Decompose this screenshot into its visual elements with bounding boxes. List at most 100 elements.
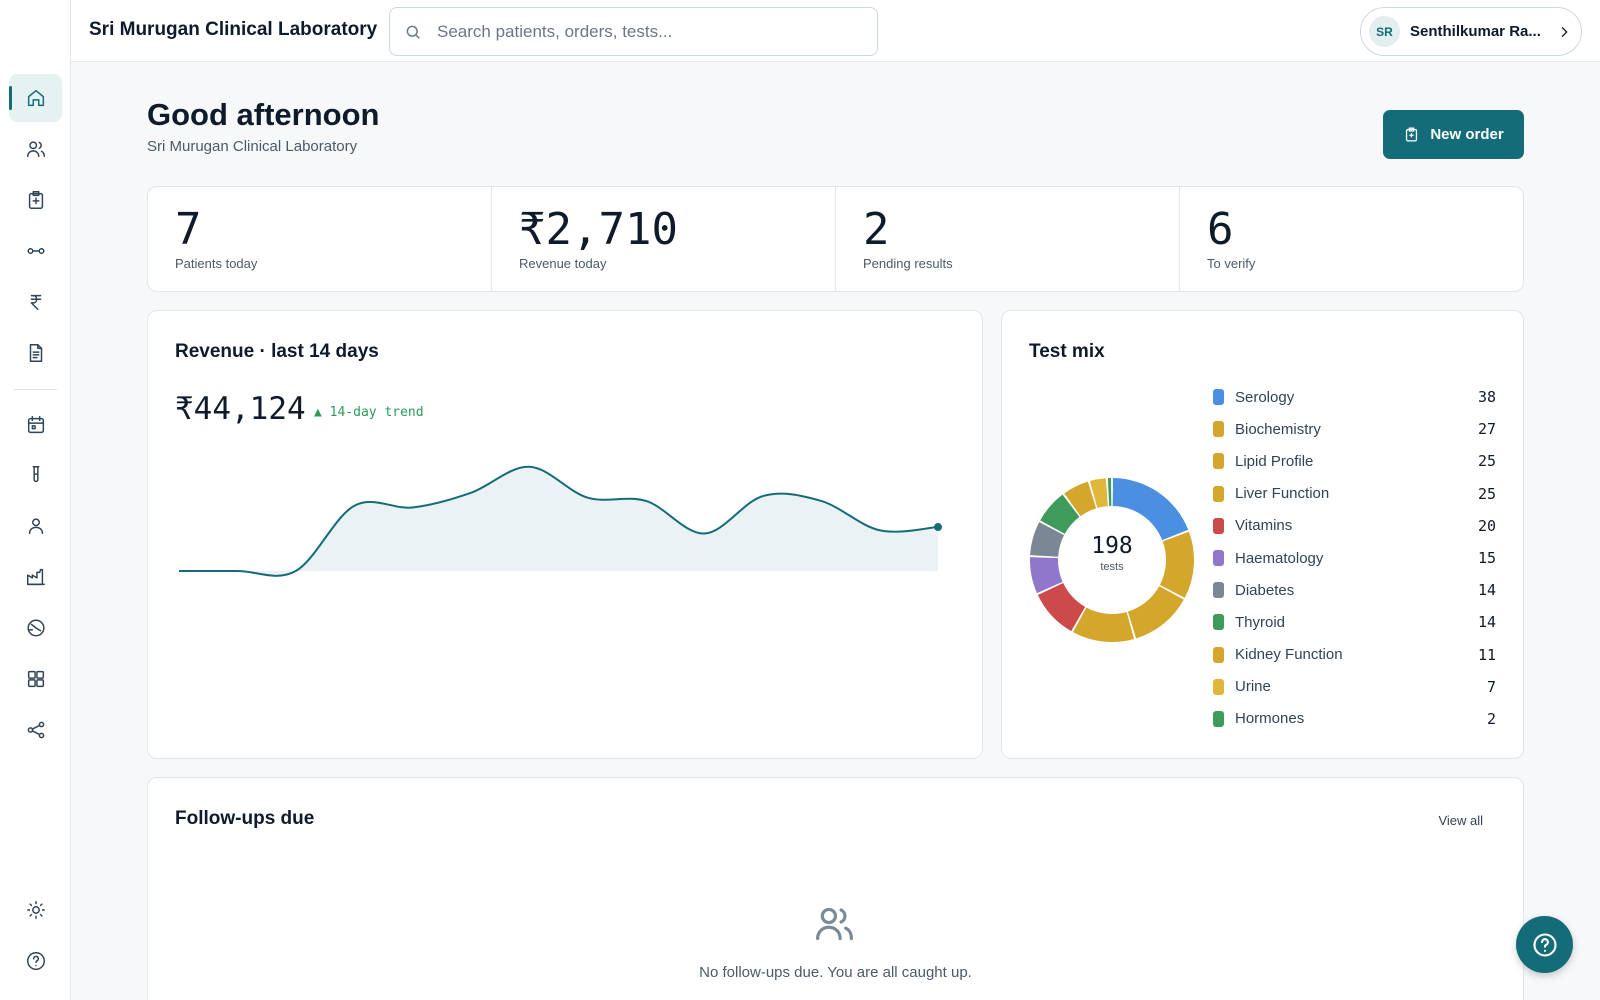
clipboard-plus-icon (1406, 127, 1418, 142)
donut-total: 198 (1091, 533, 1133, 559)
revenue-last-point (934, 523, 942, 532)
test-mix-card: Test mix 198 tests Serology 38 Biochemistr… (1001, 310, 1524, 759)
donut-slice-biochemistry (1159, 531, 1194, 598)
donut-slice-kidney-function (1064, 481, 1097, 517)
search-icon (406, 25, 420, 39)
stat-to-verify: 6 To verify (1180, 187, 1523, 291)
stat-value: 2 (863, 204, 890, 255)
patients-icon (26, 141, 45, 158)
calendar-icon (27, 416, 44, 434)
stat-patients-today: 7 Patients today (148, 187, 492, 291)
sidebar-item-share[interactable] (9, 706, 62, 754)
stat-label: Patients today (175, 256, 258, 271)
legend-value: 20 (1477, 516, 1496, 535)
legend-item: Thyroid 14 (1213, 606, 1496, 638)
legend-value: 14 (1477, 581, 1496, 600)
search-box[interactable] (389, 7, 878, 56)
sidebar-item-home[interactable] (9, 74, 62, 122)
legend-swatch (1213, 614, 1224, 631)
legend-label: Vitamins (1235, 517, 1293, 535)
sidebar-item-samples[interactable] (9, 227, 62, 275)
sidebar-item-lab[interactable] (9, 451, 62, 499)
sidebar-item-orders[interactable] (9, 176, 62, 224)
legend-value: 11 (1477, 645, 1496, 664)
avatar: SR (1369, 16, 1400, 47)
sidebar-item-reports[interactable] (9, 329, 62, 377)
stat-label: To verify (1207, 256, 1256, 271)
user-icon (28, 518, 43, 535)
legend-value: 7 (1486, 677, 1496, 696)
legend-item: Vitamins 20 (1213, 510, 1496, 542)
sidebar-item-billing[interactable] (9, 278, 62, 326)
legend-swatch (1213, 710, 1224, 727)
donut-slice-lipid-profile (1127, 586, 1184, 639)
legend-label: Lipid Profile (1235, 452, 1314, 470)
revenue-total: ₹44,124 (175, 391, 306, 427)
legend-swatch (1213, 678, 1224, 695)
sidebar (0, 0, 71, 1000)
top-header: Sri Murugan Clinical Laboratory SR Senth… (71, 0, 1600, 62)
legend-value: 25 (1477, 452, 1496, 471)
user-menu[interactable]: SR Senthilkumar Ra... (1360, 7, 1582, 56)
legend-swatch (1213, 582, 1224, 599)
donut-slice-liver-function (1073, 607, 1135, 642)
sidebar-item-patients[interactable] (9, 125, 62, 173)
legend-swatch (1213, 389, 1224, 406)
legend-label: Serology (1235, 388, 1295, 406)
test-mix-legend: Serology 38 Biochemistry 27 Lipid Profile 25 L… (1213, 381, 1496, 735)
help-circle-icon (26, 952, 45, 970)
legend-item: Liver Function 25 (1213, 478, 1496, 510)
page-subtitle: Sri Murugan Clinical Laboratory (147, 138, 358, 155)
home-icon (27, 89, 44, 107)
legend-swatch (1213, 646, 1224, 663)
sidebar-divider (14, 389, 57, 390)
sidebar-item-help[interactable] (9, 937, 62, 985)
legend-value: 14 (1477, 613, 1496, 632)
sidebar-item-apps[interactable] (9, 655, 62, 703)
share-icon (27, 721, 44, 739)
orders-clipboard-icon (28, 191, 43, 209)
user-name: Senthilkumar Ra... (1410, 23, 1541, 40)
stat-label: Pending results (863, 256, 953, 271)
app-title: Sri Murugan Clinical Laboratory (89, 19, 378, 40)
theme-sun-icon (26, 901, 45, 919)
legend-swatch (1213, 550, 1224, 567)
legend-swatch (1213, 453, 1224, 470)
stats-row: 7 Patients today ₹2,710 Revenue today 2 … (147, 186, 1524, 292)
legend-label: Liver Function (1235, 485, 1330, 503)
legend-swatch (1213, 485, 1224, 502)
sidebar-item-theme[interactable] (9, 886, 62, 934)
legend-value: 25 (1477, 484, 1496, 503)
sidebar-item-branches[interactable] (9, 553, 62, 601)
legend-item: Hormones 2 (1213, 703, 1496, 735)
apps-grid-icon (27, 670, 44, 688)
donut-slice-thyroid (1040, 494, 1080, 534)
legend-value: 2 (1486, 709, 1496, 728)
factory-icon (26, 568, 45, 586)
search-input[interactable] (437, 21, 857, 42)
revenue-card: Revenue · last 14 days ₹44,124 ▲ 14-day … (147, 310, 983, 759)
new-order-button[interactable]: New order (1383, 110, 1524, 159)
donut-total-label: tests (1100, 561, 1124, 573)
legend-item: Urine 7 (1213, 671, 1496, 703)
new-order-label: New order (1430, 126, 1504, 143)
help-button[interactable] (1516, 916, 1573, 973)
legend-label: Thyroid (1235, 613, 1286, 631)
revenue-line (179, 465, 939, 577)
test-mix-donut (1030, 478, 1194, 642)
legend-item: Kidney Function 11 (1213, 639, 1496, 671)
followups-empty-text: No follow-ups due. You are all caught up… (699, 964, 972, 981)
revenue-area (179, 466, 938, 576)
view-all-link[interactable]: View all (1438, 813, 1483, 828)
sidebar-item-analytics[interactable] (9, 604, 62, 652)
sidebar-item-calendar[interactable] (9, 401, 62, 449)
legend-item: Lipid Profile 25 (1213, 445, 1496, 477)
legend-value: 15 (1477, 549, 1496, 568)
followups-title: Follow-ups due (175, 808, 315, 829)
followups-card: Follow-ups due View all No follow-ups du… (147, 777, 1524, 1000)
legend-label: Urine (1235, 678, 1271, 696)
stat-value: 6 (1207, 204, 1234, 255)
stat-value: ₹2,710 (519, 204, 678, 255)
sidebar-item-user[interactable] (9, 502, 62, 550)
test-mix-title: Test mix (1029, 341, 1105, 362)
